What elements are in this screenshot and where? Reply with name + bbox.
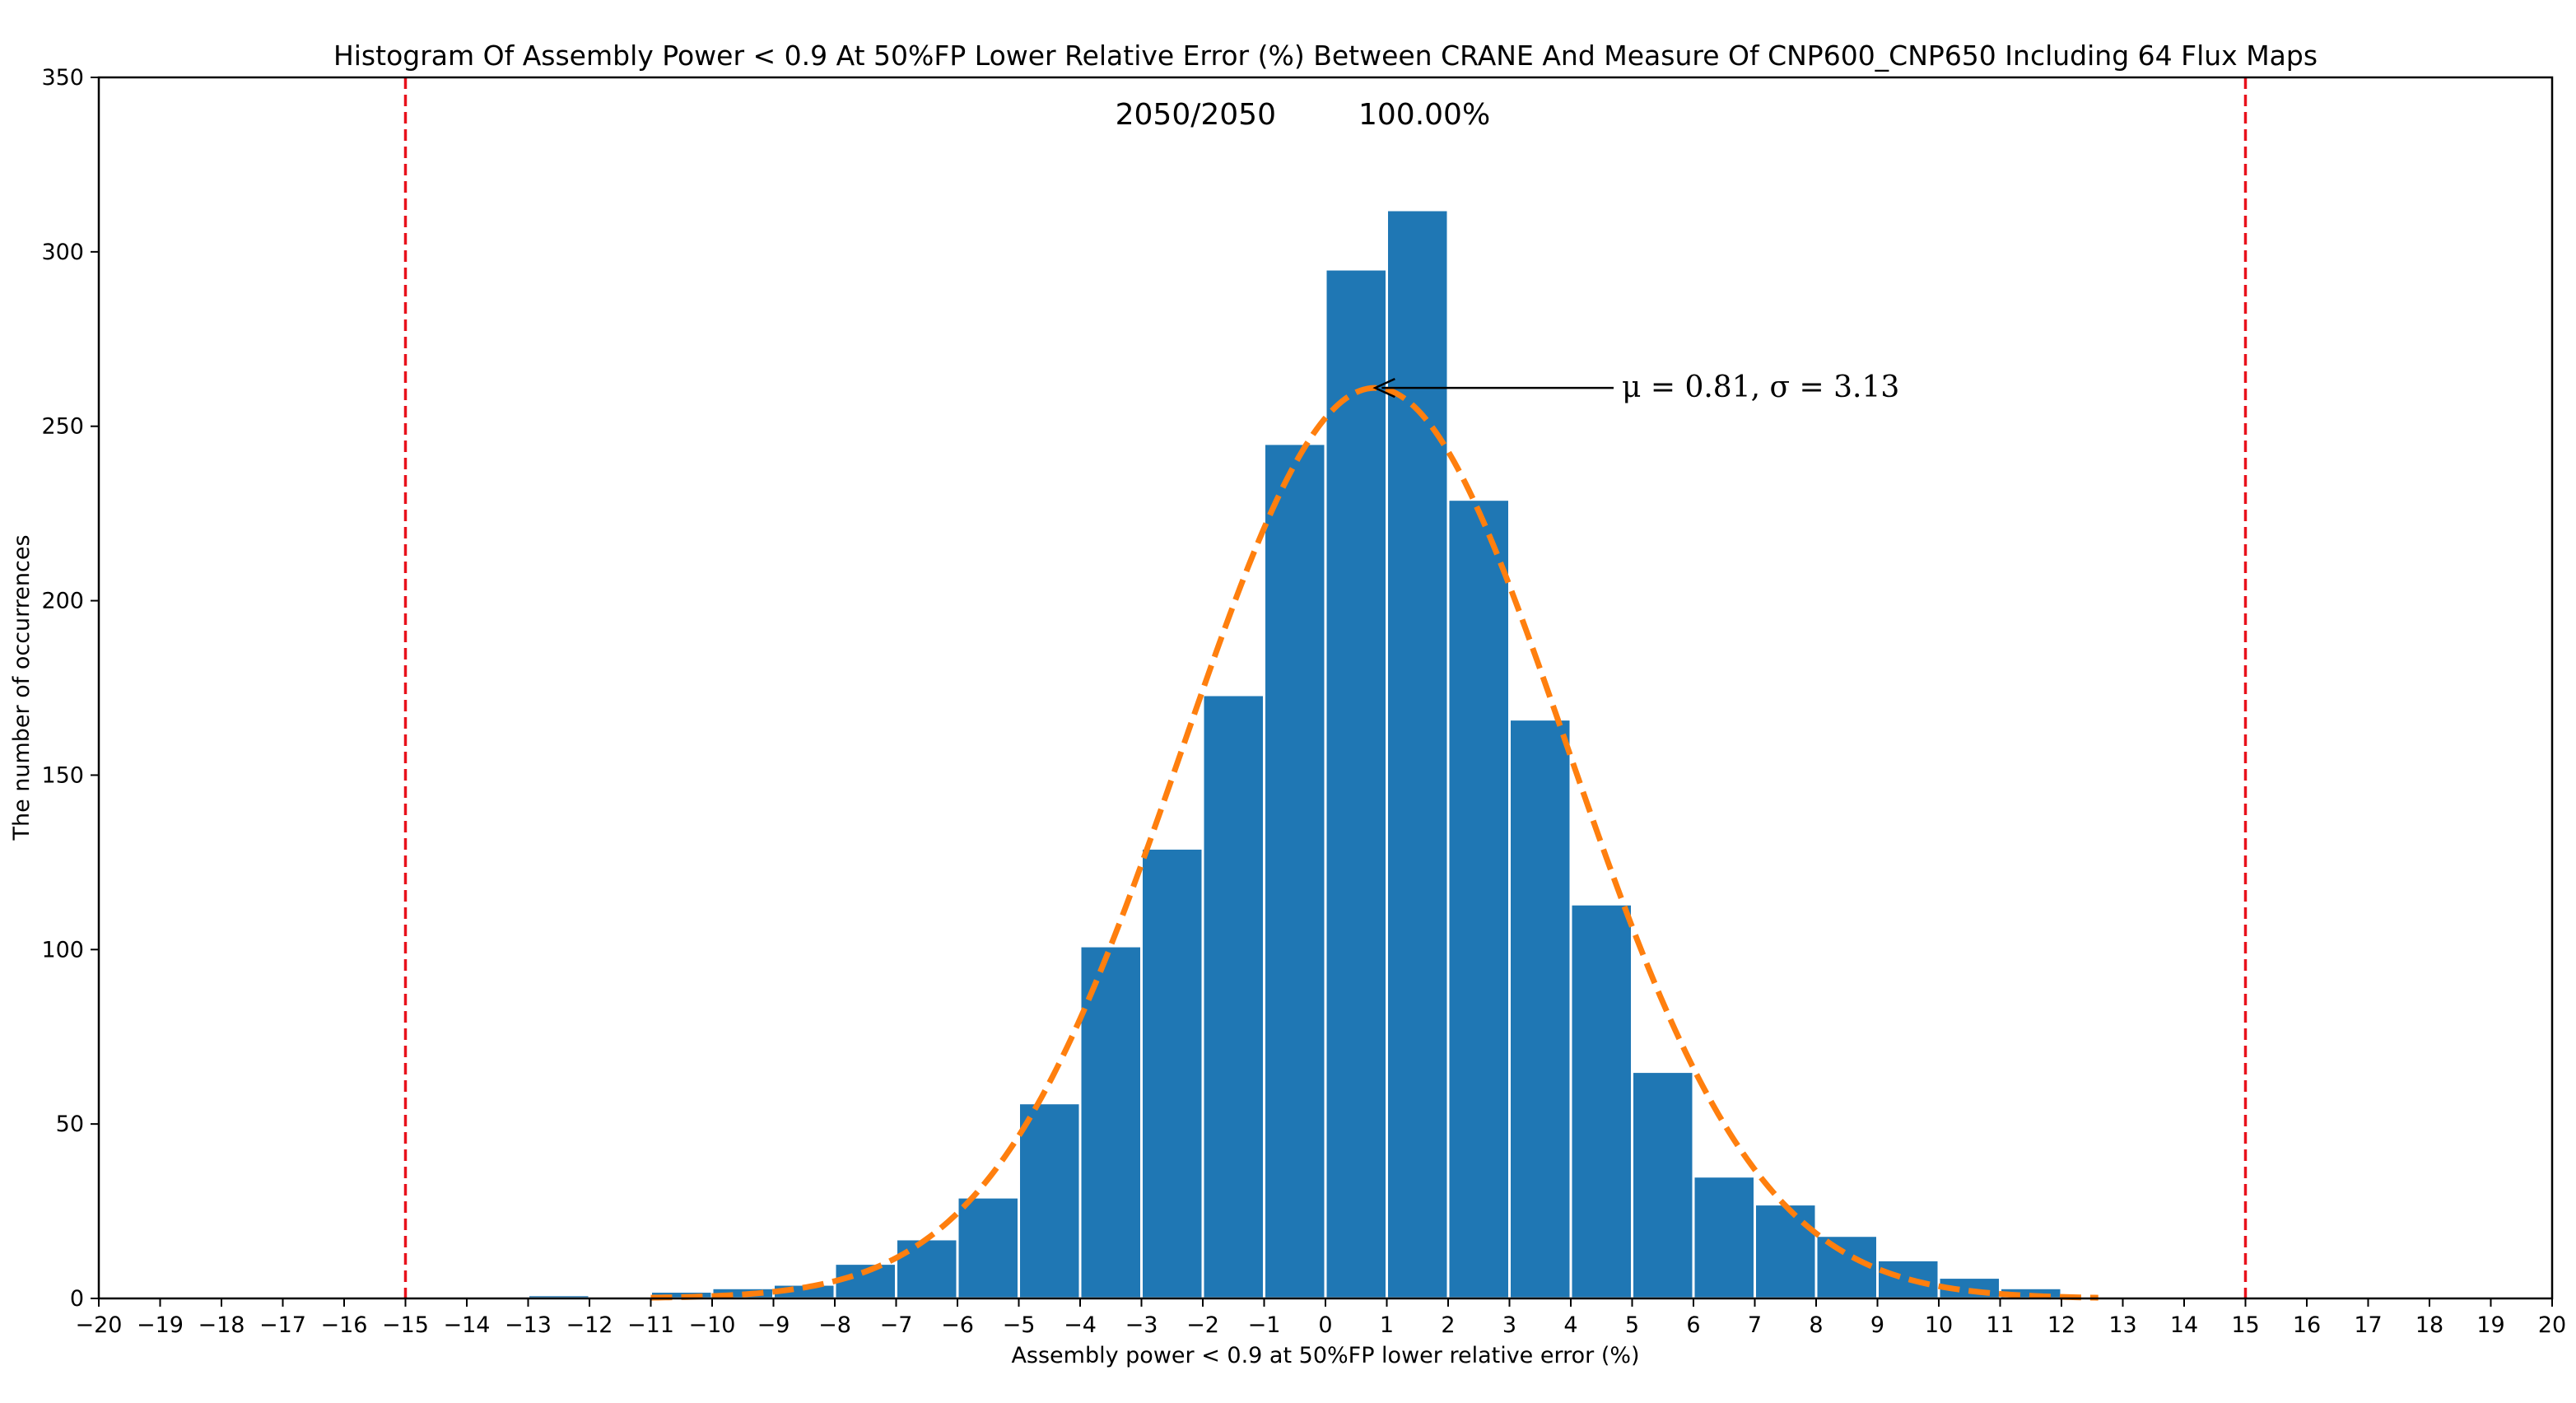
x-tick-label: −1 bbox=[1248, 1312, 1281, 1338]
fit-stats-label: μ = 0.81, σ = 3.13 bbox=[1622, 371, 1899, 404]
histogram-bar bbox=[1324, 268, 1388, 1300]
x-tick-label: −4 bbox=[1064, 1312, 1097, 1338]
x-tick-label: −17 bbox=[259, 1312, 306, 1338]
y-tick-label: 350 bbox=[41, 65, 84, 91]
x-tick-label: 9 bbox=[1870, 1312, 1884, 1338]
x-tick-label: −7 bbox=[880, 1312, 913, 1338]
histogram-bar bbox=[1446, 498, 1511, 1300]
x-tick-label: 20 bbox=[2538, 1312, 2566, 1338]
y-tick-label: 100 bbox=[41, 937, 84, 963]
summary-count: 2050/2050 bbox=[1116, 98, 1276, 132]
x-tick-label: 0 bbox=[1318, 1312, 1332, 1338]
histogram-bar bbox=[1876, 1258, 1940, 1300]
histogram-bar bbox=[1078, 944, 1143, 1300]
histogram-bar bbox=[1140, 846, 1204, 1300]
bars-layer bbox=[527, 208, 2063, 1300]
histogram-bar bbox=[1386, 208, 1450, 1300]
x-tick-label: 19 bbox=[2476, 1312, 2504, 1338]
x-tick-label: −9 bbox=[757, 1312, 790, 1338]
y-axis-label: The number of occurrences bbox=[9, 534, 35, 841]
y-axis: 0 50 100 150 200 250 300 350 bbox=[41, 65, 99, 1312]
y-tick-label: 300 bbox=[41, 240, 84, 265]
y-tick-label: 200 bbox=[41, 589, 84, 614]
x-tick-label: 11 bbox=[1986, 1312, 2014, 1338]
x-tick-label: −20 bbox=[76, 1312, 123, 1338]
x-tick-label: 14 bbox=[2170, 1312, 2198, 1338]
x-tick-label: 1 bbox=[1380, 1312, 1394, 1338]
x-tick-label: 6 bbox=[1686, 1312, 1700, 1338]
chart-title: Histogram Of Assembly Power < 0.9 At 50%… bbox=[333, 40, 2317, 72]
histogram-bar bbox=[1692, 1175, 1756, 1300]
annotation-arrow-head bbox=[1372, 377, 1395, 399]
x-tick-label: 13 bbox=[2108, 1312, 2136, 1338]
x-tick-label: 2 bbox=[1441, 1312, 1455, 1338]
x-tick-label: 8 bbox=[1809, 1312, 1823, 1338]
x-tick-label: 7 bbox=[1748, 1312, 1762, 1338]
histogram-bar bbox=[1508, 718, 1572, 1300]
x-tick-label: −16 bbox=[321, 1312, 368, 1338]
x-tick-label: 16 bbox=[2293, 1312, 2321, 1338]
histogram-bar bbox=[1263, 442, 1327, 1300]
x-tick-label: −10 bbox=[689, 1312, 736, 1338]
histogram-bar bbox=[1201, 693, 1265, 1300]
limit-lines-layer bbox=[403, 77, 2248, 1298]
x-tick-label: −13 bbox=[505, 1312, 552, 1338]
histogram-bar bbox=[1631, 1070, 1695, 1300]
x-tick-label: −8 bbox=[818, 1312, 851, 1338]
y-tick-label: 150 bbox=[41, 762, 84, 788]
x-tick-label: 15 bbox=[2231, 1312, 2259, 1338]
histogram-bar bbox=[1569, 902, 1633, 1300]
x-tick-label: 3 bbox=[1502, 1312, 1516, 1338]
x-tick-label: −19 bbox=[137, 1312, 184, 1338]
histogram-bar bbox=[1754, 1203, 1818, 1300]
y-tick-label: 0 bbox=[70, 1286, 84, 1312]
x-tick-label: −15 bbox=[382, 1312, 429, 1338]
histogram-bar bbox=[956, 1196, 1020, 1300]
x-tick-label: −14 bbox=[444, 1312, 491, 1338]
y-tick-label: 250 bbox=[41, 414, 84, 440]
histogram-bar bbox=[895, 1238, 959, 1300]
x-tick-label: −11 bbox=[627, 1312, 674, 1338]
x-tick-label: −5 bbox=[1003, 1312, 1036, 1338]
x-tick-label: 4 bbox=[1563, 1312, 1577, 1338]
x-tick-label: −3 bbox=[1125, 1312, 1158, 1338]
x-tick-label: −2 bbox=[1186, 1312, 1219, 1338]
x-tick-label: 5 bbox=[1625, 1312, 1639, 1338]
histogram-bar bbox=[1018, 1102, 1082, 1300]
y-tick-label: 50 bbox=[56, 1112, 84, 1137]
x-tick-label: −6 bbox=[941, 1312, 974, 1338]
x-axis-label: Assembly power < 0.9 at 50%FP lower rela… bbox=[1011, 1343, 1639, 1368]
summary-percent: 100.00% bbox=[1358, 98, 1490, 132]
x-tick-label: −12 bbox=[566, 1312, 613, 1338]
x-tick-label: 10 bbox=[1925, 1312, 1953, 1338]
x-axis: −20 −19 −18 −17 −16 −15 −14 −13 −12 −11 −10 −9 −8 −7−… bbox=[76, 1298, 2566, 1338]
x-tick-label: 17 bbox=[2354, 1312, 2382, 1338]
x-tick-label: 18 bbox=[2415, 1312, 2443, 1338]
annotation-layer bbox=[1372, 377, 1614, 399]
x-tick-label: −18 bbox=[198, 1312, 245, 1338]
x-tick-label: 12 bbox=[2047, 1312, 2075, 1338]
